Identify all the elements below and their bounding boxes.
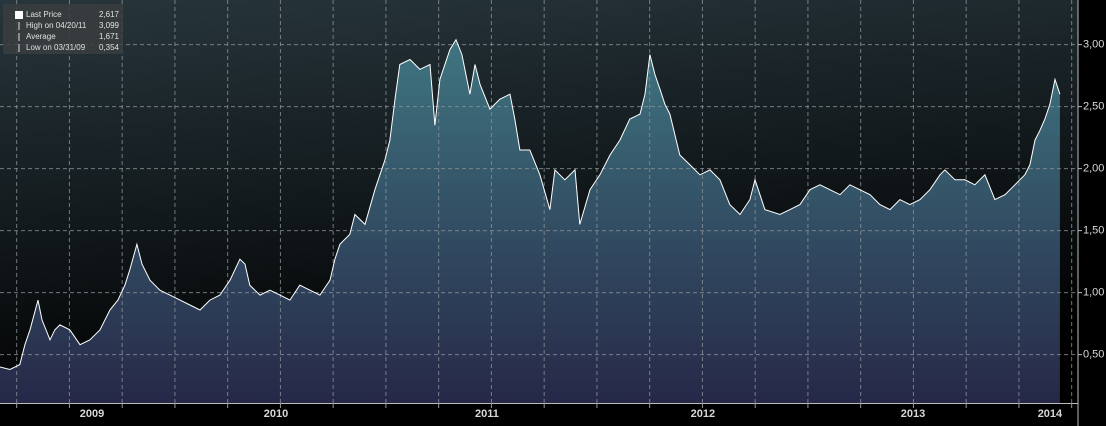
y-tick-label: 1,00 — [1083, 287, 1104, 299]
x-axis-band — [0, 403, 1078, 426]
y-tick-label: 1,50 — [1083, 225, 1104, 237]
legend-name: Average — [26, 32, 56, 41]
legend: Last Price 2,617 High on 04/20/11 3,099 Aver… — [3, 4, 123, 54]
x-tick-label: 2009 — [80, 408, 104, 420]
price-line — [0, 38, 1061, 371]
y-tick-label: 3,00 — [1083, 39, 1104, 51]
x-tick-label: 2010 — [264, 408, 288, 420]
legend-value: 2,617 — [99, 10, 120, 19]
legend-value: 0,354 — [99, 43, 120, 52]
x-tick-label: 2012 — [691, 408, 715, 420]
legend-value: 3,099 — [99, 21, 120, 30]
legend-name: High on 04/20/11 — [26, 21, 87, 30]
y-tick-label: 2,00 — [1083, 163, 1104, 175]
legend-value: 1,671 — [99, 32, 120, 41]
x-tick-label: 2014 — [1038, 408, 1063, 420]
legend-swatch — [15, 11, 23, 19]
y-tick-label: 2,50 — [1083, 101, 1104, 113]
area — [0, 39, 1060, 403]
x-tick-label: 2013 — [901, 408, 925, 420]
legend-name: Last Price — [26, 10, 62, 19]
legend-name: Low on 03/31/09 — [26, 43, 86, 52]
x-tick-label: 2011 — [475, 408, 499, 420]
y-tick-label: 0,50 — [1083, 349, 1104, 361]
